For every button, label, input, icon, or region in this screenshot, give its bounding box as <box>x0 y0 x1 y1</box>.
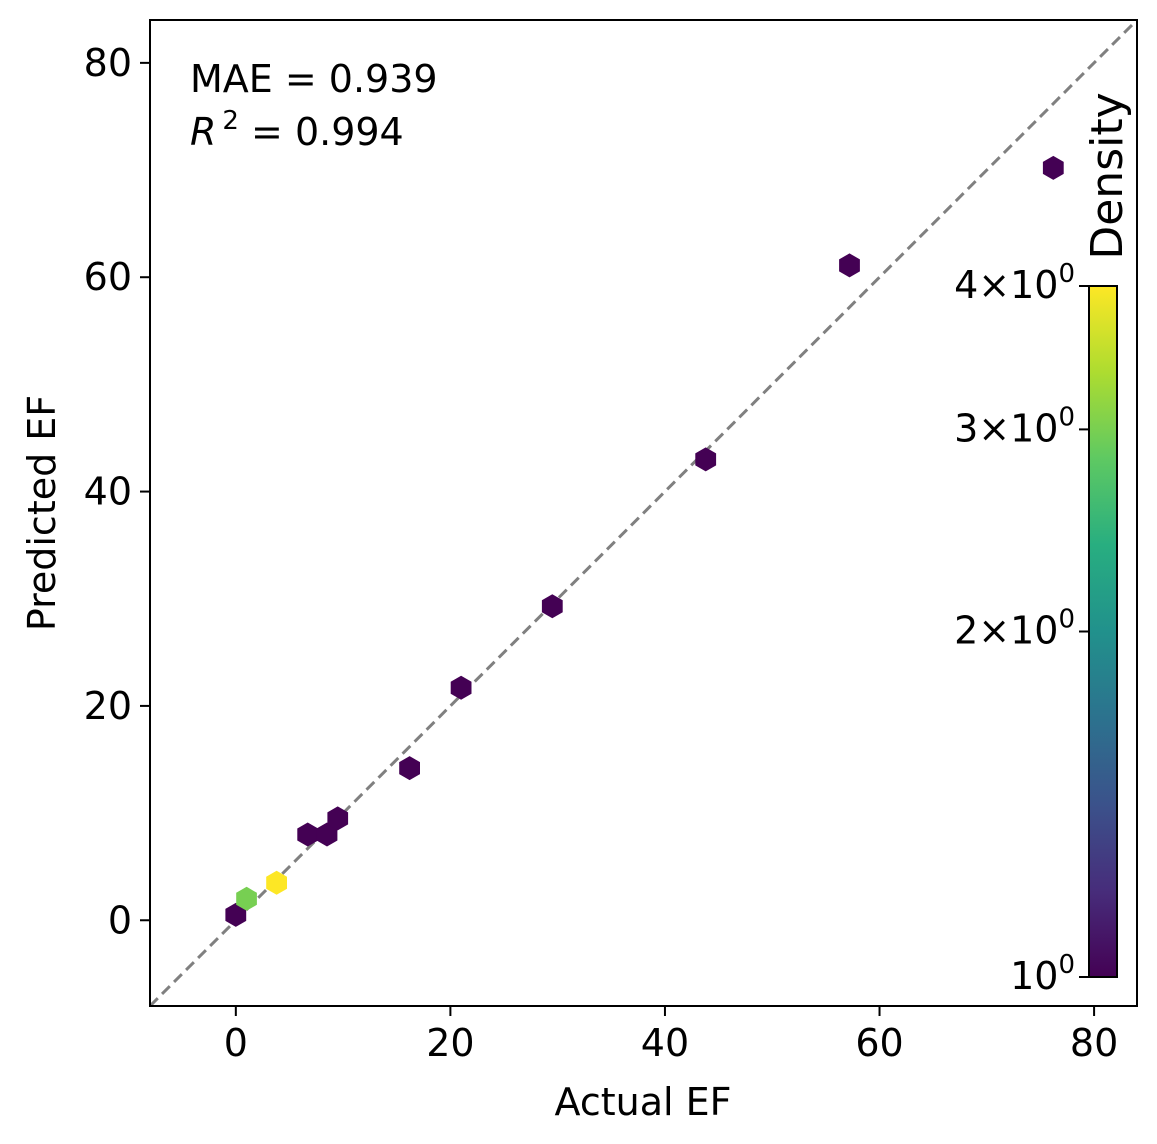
hexbin-cell <box>450 675 472 700</box>
r2-value: = 0.994 <box>239 110 404 154</box>
colorbar-tick-label: 100 <box>1010 950 1075 998</box>
x-tick-label: 60 <box>855 1021 903 1065</box>
hexbin-cell <box>839 253 860 278</box>
hexbin-cell <box>1042 155 1064 180</box>
colorbar-title: Density <box>1082 92 1133 259</box>
y-tick-label: 20 <box>84 684 132 728</box>
hexbin-cell <box>541 594 563 619</box>
plot-frame <box>149 19 1138 1007</box>
y-axis-ticks: 0 20 40 60 80 <box>84 41 150 942</box>
y-axis-title: Predicted EF <box>20 395 64 631</box>
x-tick-label: 20 <box>426 1021 474 1065</box>
colorbar-tick-label: 2×100 <box>954 605 1075 653</box>
colorbar-tick-label: 4×100 <box>954 259 1075 307</box>
hexbin-cell <box>695 447 717 472</box>
colorbar <box>1088 285 1118 978</box>
r2-exponent: 2 <box>222 106 239 136</box>
y-tick-label: 0 <box>108 898 132 942</box>
y-tick-label: 60 <box>84 255 132 299</box>
colorbar-tick-label: 3×100 <box>954 402 1075 450</box>
hexbin-layer <box>225 155 1064 927</box>
x-tick-label: 40 <box>641 1021 689 1065</box>
y-tick-label: 40 <box>84 470 132 514</box>
hexbin-cell <box>225 902 247 927</box>
r2-symbol: R <box>190 110 216 154</box>
hexbin-cell <box>327 806 349 831</box>
x-axis-ticks: 0 20 40 60 80 <box>224 1006 1118 1065</box>
mae-annotation: MAE = 0.939 <box>190 57 438 101</box>
x-axis-title: Actual EF <box>555 1080 732 1124</box>
hexbin-cell <box>236 886 257 911</box>
hexbin-cell <box>297 822 319 847</box>
colorbar-ticks: 100 2×100 3×100 4×100 <box>954 259 1089 998</box>
identity-line <box>150 20 1137 1006</box>
x-tick-label: 0 <box>224 1021 248 1065</box>
hexbin-cell <box>399 756 420 781</box>
hexbin-cell <box>266 870 287 895</box>
x-tick-label: 80 <box>1070 1021 1118 1065</box>
y-tick-label: 80 <box>84 41 132 85</box>
hexbin-cell <box>316 822 338 847</box>
